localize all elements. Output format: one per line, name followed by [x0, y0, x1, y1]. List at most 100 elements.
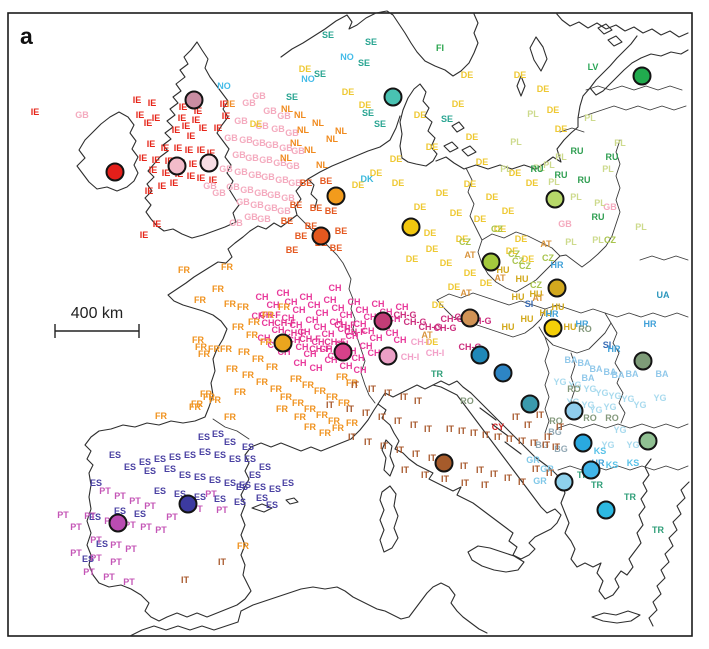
sample-label-ie: IE [179, 102, 188, 112]
sample-label-it: IT [556, 422, 565, 432]
sample-label-it: IT [460, 461, 469, 471]
sample-label-ch: CH [354, 319, 367, 329]
sample-label-pt: PT [124, 520, 136, 530]
sample-label-de: DE [480, 278, 493, 288]
sample-label-fr: FR [278, 302, 290, 312]
sample-label-fr: FR [234, 387, 246, 397]
median-circle-it [434, 453, 454, 473]
sample-label-pt: PT [70, 548, 82, 558]
sample-label-fr: FR [237, 541, 249, 551]
sample-label-fr: FR [242, 370, 254, 380]
sample-label-gb: GB [273, 158, 287, 168]
sample-label-at: AT [464, 250, 476, 260]
sample-label-no: NO [340, 52, 354, 62]
sample-label-ch-g: CH-G [434, 323, 457, 333]
sample-label-gb: GB [203, 181, 217, 191]
sample-label-it: IT [461, 478, 470, 488]
sample-label-yg: YG [608, 391, 621, 401]
sample-label-it: IT [506, 434, 515, 444]
sample-label-ch-f: CH-F [324, 337, 346, 347]
sample-label-de: DE [426, 337, 439, 347]
sample-label-cz: CZ [604, 235, 616, 245]
sample-label-ie: IE [194, 106, 203, 116]
sample-label-ie: IE [144, 118, 153, 128]
sample-label-ch: CH [310, 363, 323, 373]
sample-label-pt: PT [83, 567, 95, 577]
sample-label-pt: PT [110, 557, 122, 567]
sample-label-ch: CH [285, 297, 298, 307]
sample-label-es: ES [134, 509, 146, 519]
sample-label-fr: FR [209, 395, 221, 405]
sample-label-hu: HU [516, 274, 529, 284]
sample-label-pt: PT [129, 496, 141, 506]
sample-label-tr: TR [431, 369, 443, 379]
median-circle-ch-g [373, 311, 393, 331]
sample-label-be: BE [310, 203, 323, 213]
sample-label-fr: FR [304, 404, 316, 414]
sample-label-si: SI [525, 299, 534, 309]
sample-label-it: IT [394, 416, 403, 426]
sample-label-be: BE [300, 178, 313, 188]
sample-label-ch-i: CH-I [401, 352, 420, 362]
sample-label-pl: PL [635, 222, 647, 232]
sample-label-ch-g: CH-G [419, 322, 442, 332]
sample-label-fr: FR [237, 302, 249, 312]
sample-label-ie: IE [153, 219, 162, 229]
sample-label-nl: NL [297, 125, 309, 135]
sample-label-ch: CH [314, 322, 327, 332]
country-borders [212, 85, 689, 471]
sample-label-es: ES [109, 450, 121, 460]
sample-label-it: IT [546, 468, 555, 478]
sample-label-gb: GB [252, 138, 266, 148]
sample-label-es: ES [239, 480, 251, 490]
sample-label-ie: IE [147, 139, 156, 149]
sample-label-ba: BA [590, 364, 603, 374]
sample-label-fr: FR [212, 284, 224, 294]
sample-label-nl: NL [312, 118, 324, 128]
sample-label-ch: CH [293, 305, 306, 315]
sample-label-ch: CH [330, 317, 343, 327]
sample-label-de: DE [448, 282, 461, 292]
sample-label-ie: IE [178, 113, 187, 123]
median-circle-gr [554, 472, 574, 492]
sample-label-se: SE [314, 69, 326, 79]
sample-label-se: SE [374, 119, 386, 129]
sample-label-ro: RO [549, 416, 563, 426]
sample-label-fr: FR [276, 404, 288, 414]
sample-label-fr: FR [189, 402, 201, 412]
sample-label-gb: GB [232, 150, 246, 160]
sample-label-es: ES [96, 539, 108, 549]
sample-label-ch: CH [300, 292, 313, 302]
sample-label-gb: GB [255, 121, 269, 131]
sample-label-pl: PL [543, 160, 555, 170]
sample-label-gb: GB [245, 153, 259, 163]
sample-label-gb: GB [285, 128, 299, 138]
sample-label-at: AT [532, 293, 544, 303]
median-circle-lv [632, 66, 652, 86]
sample-label-ch: CH [372, 299, 385, 309]
sample-label-ch: CH [298, 327, 311, 337]
sample-label-it: IT [524, 420, 533, 430]
sample-label-bg: BG [554, 444, 568, 454]
sample-label-ch: CH [290, 320, 303, 330]
sample-label-yg: YG [583, 384, 596, 394]
sample-label-cz: CZ [508, 249, 520, 259]
sample-label-at: AT [460, 288, 472, 298]
median-circles [105, 66, 658, 533]
sample-label-ks: KS [606, 460, 619, 470]
sample-label-hu: HU [530, 289, 543, 299]
sample-label-es: ES [89, 512, 101, 522]
sample-label-ch: CH [346, 331, 359, 341]
sample-label-ch-f: CH-F [284, 328, 306, 338]
sample-label-pt: PT [70, 522, 82, 532]
median-circle-yg [520, 394, 540, 414]
sample-label-ch-f: CH-F [334, 320, 356, 330]
sample-label-ch: CH [352, 353, 365, 363]
sample-label-gb: GB [265, 140, 279, 150]
sample-label-cz: CZ [519, 261, 531, 271]
sample-label-it: IT [414, 396, 423, 406]
median-circle-ch [333, 342, 353, 362]
sample-label-de: DE [414, 202, 427, 212]
